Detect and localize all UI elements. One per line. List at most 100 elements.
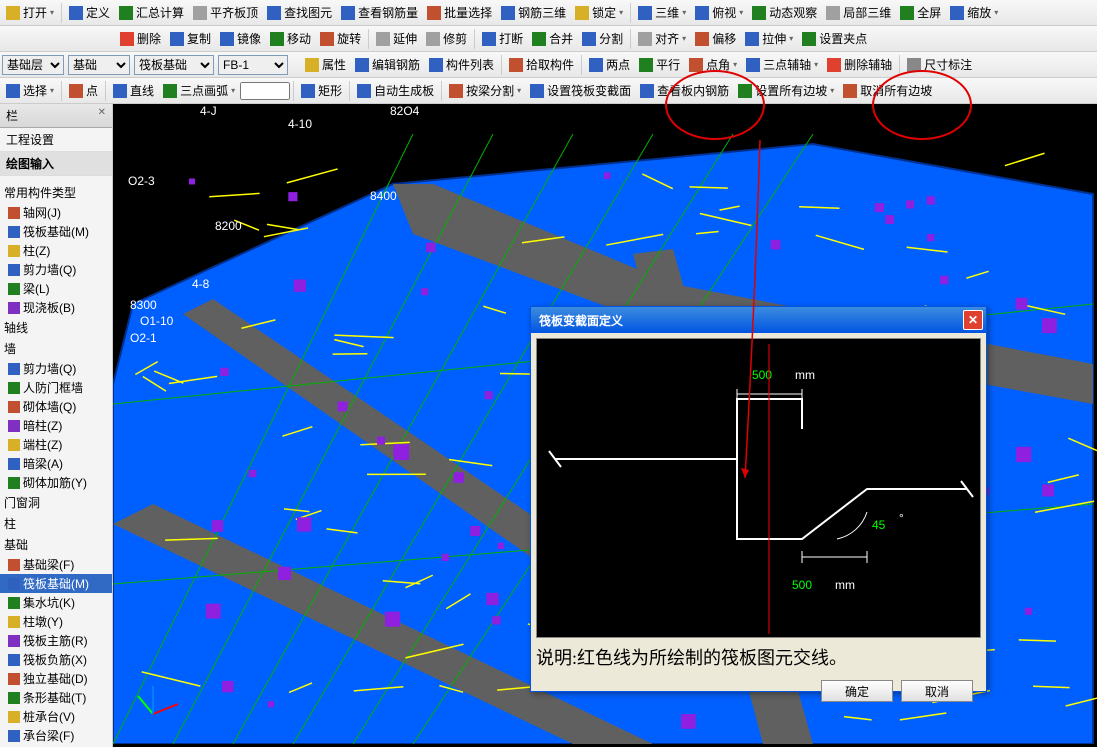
tree-item-剪力墙(Q)[interactable]: 剪力墙(Q) [0, 260, 112, 279]
tree-head-wall[interactable]: 墙 [0, 338, 112, 359]
dialog-diagram: 500mm45°500mm [536, 338, 981, 638]
toolbar-btn-构件列表[interactable]: 构件列表 [425, 54, 498, 76]
tree-item-暗梁(A)[interactable]: 暗梁(A) [0, 454, 112, 473]
toolbar-btn-设置所有边坡[interactable]: 设置所有边坡▾ [734, 80, 838, 102]
tool-icon [163, 84, 177, 98]
tree-item-筏板主筋(R)[interactable]: 筏板主筋(R) [0, 631, 112, 650]
toolbar-btn-俯视[interactable]: 俯视▾ [691, 2, 747, 24]
dialog-titlebar[interactable]: 筏板变截面定义 ✕ [531, 307, 986, 333]
toolbar-btn-缩放[interactable]: 缩放▾ [946, 2, 1002, 24]
sidebar-close-icon[interactable]: ✕ [98, 107, 106, 124]
toolbar-btn-动态观察[interactable]: 动态观察 [748, 2, 821, 24]
toolbar-btn-两点[interactable]: 两点 [585, 54, 634, 76]
sidebar-section-project[interactable]: 工程设置 [0, 128, 112, 152]
tree-item-筏板基础(M)[interactable]: 筏板基础(M) [0, 574, 112, 593]
toolbar-btn-分割[interactable]: 分割 [578, 28, 627, 50]
toolbar-btn-设置筏板变截面[interactable]: 设置筏板变截面 [526, 80, 635, 102]
toolbar-btn-拾取构件[interactable]: 拾取构件 [505, 54, 578, 76]
toolbar-btn-平行[interactable]: 平行 [635, 54, 684, 76]
toolbar-btn-打断[interactable]: 打断 [478, 28, 527, 50]
toolbar-btn-矩形[interactable]: 矩形 [297, 80, 346, 102]
tree-item-桩承台(V)[interactable]: 桩承台(V) [0, 707, 112, 726]
toolbar-btn-镜像[interactable]: 镜像 [216, 28, 265, 50]
tree-item-轴网(J)[interactable]: 轴网(J) [0, 203, 112, 222]
tree-item-柱(Z)[interactable]: 柱(Z) [0, 241, 112, 260]
toolbar-btn-旋转[interactable]: 旋转 [316, 28, 365, 50]
toolbar-btn-删除[interactable]: 删除 [116, 28, 165, 50]
toolbar-btn-打开[interactable]: 打开▾ [2, 2, 58, 24]
toolbar-btn-取消所有边坡[interactable]: 取消所有边坡 [839, 80, 936, 102]
tree-item-柱墩(Y)[interactable]: 柱墩(Y) [0, 612, 112, 631]
toolbar-btn-按梁分割[interactable]: 按梁分割▾ [445, 80, 525, 102]
select-type[interactable]: 筏板基础 [134, 55, 214, 75]
member-icon [8, 302, 20, 314]
toolbar-btn-批量选择[interactable]: 批量选择 [423, 2, 496, 24]
toolbar-btn-属性[interactable]: 属性 [301, 54, 350, 76]
toolbar-btn-删除辅轴[interactable]: 删除辅轴 [823, 54, 896, 76]
toolbar-btn-尺寸标注[interactable]: 尺寸标注 [903, 54, 976, 76]
toolbar-btn-局部三维[interactable]: 局部三维 [822, 2, 895, 24]
toolbar-btn-点角[interactable]: 点角▾ [685, 54, 741, 76]
tree-item-剪力墙(Q)[interactable]: 剪力墙(Q) [0, 359, 112, 378]
tool-icon [950, 6, 964, 20]
toolbar-btn-三点画弧[interactable]: 三点画弧▾ [159, 80, 239, 102]
select-layer[interactable]: 基础层 [2, 55, 64, 75]
ok-button[interactable]: 确定 [821, 680, 893, 702]
toolbar-btn-选择[interactable]: 选择▾ [2, 80, 58, 102]
tree-item-砌体墙(Q)[interactable]: 砌体墙(Q) [0, 397, 112, 416]
tree-item-独立基础(D)[interactable]: 独立基础(D) [0, 669, 112, 688]
toolbar-btn-三维[interactable]: 三维▾ [634, 2, 690, 24]
toolbar-btn-查看板内钢筋[interactable]: 查看板内钢筋 [636, 80, 733, 102]
toolbar-btn-合并[interactable]: 合并 [528, 28, 577, 50]
toolbar-btn-复制[interactable]: 复制 [166, 28, 215, 50]
toolbar-btn-查找图元[interactable]: 查找图元 [263, 2, 336, 24]
tree-item-条形基础(T)[interactable]: 条形基础(T) [0, 688, 112, 707]
svg-text:O1-10: O1-10 [140, 314, 174, 328]
toolbar-btn-对齐[interactable]: 对齐▾ [634, 28, 690, 50]
tool-icon [575, 6, 589, 20]
toolbar-btn-延伸[interactable]: 延伸 [372, 28, 421, 50]
toolbar-btn-拉伸[interactable]: 拉伸▾ [741, 28, 797, 50]
toolbar-btn-直线[interactable]: 直线 [109, 80, 158, 102]
tree-item-现浇板(B)[interactable]: 现浇板(B) [0, 298, 112, 317]
toolbar-btn-平齐板顶[interactable]: 平齐板顶 [189, 2, 262, 24]
tree-head-foundation[interactable]: 基础 [0, 534, 112, 555]
toolbar-btn-钢筋三维[interactable]: 钢筋三维 [497, 2, 570, 24]
tree-head-door[interactable]: 门窗洞 [0, 492, 112, 513]
dialog-close-icon[interactable]: ✕ [963, 310, 983, 330]
tree-item-筏板基础(M)[interactable]: 筏板基础(M) [0, 222, 112, 241]
tree-item-集水坑(K)[interactable]: 集水坑(K) [0, 593, 112, 612]
tree-item-基础梁(F)[interactable]: 基础梁(F) [0, 555, 112, 574]
tree-item-梁(L)[interactable]: 梁(L) [0, 279, 112, 298]
tree-item-砌体加筋(Y)[interactable]: 砌体加筋(Y) [0, 473, 112, 492]
toolbar-btn-修剪[interactable]: 修剪 [422, 28, 471, 50]
toolbar-btn-查看钢筋量[interactable]: 查看钢筋量 [337, 2, 422, 24]
tree-head-axis[interactable]: 轴线 [0, 317, 112, 338]
tree-item-筏板负筋(X)[interactable]: 筏板负筋(X) [0, 650, 112, 669]
tool-icon [270, 32, 284, 46]
toolbar-input[interactable] [240, 82, 290, 100]
tree-item-端柱(Z)[interactable]: 端柱(Z) [0, 435, 112, 454]
toolbar-btn-全屏[interactable]: 全屏 [896, 2, 945, 24]
tree-head-common[interactable]: 常用构件类型 [0, 182, 112, 203]
select-category[interactable]: 基础 [68, 55, 130, 75]
toolbar-btn-定义[interactable]: 定义 [65, 2, 114, 24]
tree-item-人防门框墙[interactable]: 人防门框墙 [0, 378, 112, 397]
toolbar-btn-移动[interactable]: 移动 [266, 28, 315, 50]
select-member[interactable]: FB-1 [218, 55, 288, 75]
toolbar-btn-汇总计算[interactable]: 汇总计算 [115, 2, 188, 24]
cancel-button[interactable]: 取消 [901, 680, 973, 702]
sidebar-section-draw[interactable]: 绘图输入 [0, 152, 112, 176]
toolbar-btn-设置夹点[interactable]: 设置夹点 [798, 28, 871, 50]
tree-item-暗柱(Z)[interactable]: 暗柱(Z) [0, 416, 112, 435]
toolbar-btn-三点辅轴[interactable]: 三点辅轴▾ [742, 54, 822, 76]
tool-icon [745, 32, 759, 46]
svg-text:500: 500 [792, 578, 812, 592]
toolbar-btn-锁定[interactable]: 锁定▾ [571, 2, 627, 24]
toolbar-btn-点[interactable]: 点 [65, 80, 102, 102]
toolbar-btn-编辑钢筋[interactable]: 编辑钢筋 [351, 54, 424, 76]
toolbar-btn-偏移[interactable]: 偏移 [691, 28, 740, 50]
toolbar-btn-自动生成板[interactable]: 自动生成板 [353, 80, 438, 102]
tree-head-column[interactable]: 柱 [0, 513, 112, 534]
tree-item-承台梁(F)[interactable]: 承台梁(F) [0, 726, 112, 745]
